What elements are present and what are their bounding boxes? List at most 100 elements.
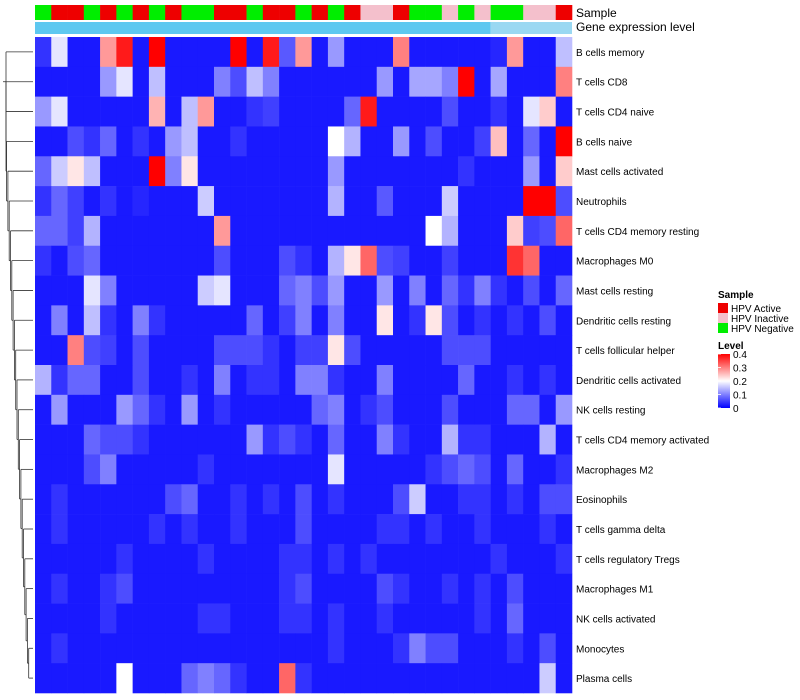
heatmap-cell bbox=[327, 514, 345, 545]
heatmap-cell bbox=[100, 275, 117, 306]
heatmap-cell bbox=[311, 484, 329, 515]
heatmap-cell bbox=[148, 454, 166, 485]
heatmap-cell bbox=[51, 156, 68, 187]
heatmap-cell bbox=[148, 186, 166, 217]
heatmap-cell bbox=[116, 573, 133, 604]
heatmap-cell bbox=[148, 275, 166, 306]
heatmap-cell bbox=[506, 603, 524, 634]
heatmap-cell bbox=[458, 543, 475, 575]
heatmap-cell bbox=[246, 215, 264, 247]
heatmap-cell bbox=[83, 96, 101, 127]
heatmap-cell bbox=[409, 365, 426, 396]
heatmap-cell bbox=[116, 633, 133, 664]
heatmap-cell bbox=[425, 663, 443, 694]
heatmap-cell bbox=[376, 484, 394, 515]
heatmap-cell bbox=[409, 96, 426, 127]
heatmap-cell bbox=[409, 514, 426, 545]
level-tick-label: 0.2 bbox=[733, 377, 747, 388]
heatmap-cell bbox=[490, 66, 508, 97]
heatmap-cell bbox=[376, 514, 394, 545]
heatmap-cell bbox=[393, 215, 410, 247]
sample-legend-label: HPV Inactive bbox=[731, 314, 789, 325]
heatmap-cell bbox=[246, 633, 264, 664]
heatmap-cell bbox=[132, 365, 150, 396]
heatmap-cell bbox=[181, 603, 199, 634]
heatmap-cell bbox=[393, 365, 410, 396]
heatmap-cell bbox=[295, 394, 312, 425]
heatmap-cell bbox=[197, 156, 215, 187]
heatmap-cell bbox=[246, 394, 264, 425]
heatmap-cell bbox=[409, 245, 426, 276]
heatmap-cell bbox=[181, 156, 199, 187]
heatmap-cell bbox=[181, 215, 199, 247]
heatmap-cell bbox=[506, 37, 524, 68]
heatmap-cell bbox=[555, 633, 573, 664]
heatmap-cell bbox=[295, 37, 312, 68]
heatmap-cell bbox=[376, 126, 394, 157]
heatmap-cell bbox=[51, 335, 68, 366]
heatmap-cell bbox=[555, 275, 573, 306]
heatmap-cell bbox=[51, 96, 68, 127]
sample-annotation-cell bbox=[311, 5, 329, 20]
heatmap-cell bbox=[539, 543, 557, 575]
sample-annotation-cell bbox=[490, 5, 508, 20]
heatmap-cell bbox=[197, 126, 215, 157]
heatmap-cell bbox=[148, 543, 166, 575]
heatmap-cell bbox=[181, 573, 199, 604]
heatmap-cell bbox=[148, 126, 166, 157]
heatmap-cell bbox=[311, 275, 329, 306]
heatmap-cell bbox=[376, 573, 394, 604]
heatmap-cell bbox=[344, 245, 361, 276]
heatmap-cell bbox=[425, 365, 443, 396]
heatmap-cell bbox=[474, 454, 491, 485]
heatmap-cell bbox=[506, 275, 524, 306]
heatmap-cell bbox=[262, 633, 280, 664]
heatmap-cell bbox=[262, 603, 280, 634]
heatmap-cell bbox=[165, 573, 182, 604]
heatmap-cell bbox=[409, 633, 426, 664]
heatmap-cell bbox=[311, 126, 329, 157]
heatmap-cell bbox=[214, 335, 231, 366]
heatmap-cell bbox=[344, 603, 361, 634]
heatmap-cell bbox=[35, 126, 52, 157]
heatmap-cell bbox=[376, 603, 394, 634]
heatmap-cell bbox=[67, 633, 85, 664]
heatmap-cell bbox=[165, 186, 182, 217]
heatmap-cell bbox=[295, 186, 312, 217]
heatmap-cell bbox=[360, 245, 378, 276]
heatmap-cell bbox=[67, 215, 85, 247]
heatmap-cell bbox=[376, 394, 394, 425]
heatmap-cell bbox=[67, 543, 85, 575]
heatmap-cell bbox=[523, 603, 540, 634]
heatmap-cell bbox=[458, 365, 475, 396]
heatmap-cell bbox=[214, 603, 231, 634]
heatmap-cell bbox=[197, 573, 215, 604]
sample-annotation-cell bbox=[376, 5, 394, 20]
heatmap-cell bbox=[327, 663, 345, 694]
sample-annotation-cell bbox=[165, 5, 182, 20]
heatmap-cell bbox=[555, 603, 573, 634]
heatmap-cell bbox=[165, 603, 182, 634]
heatmap-cell bbox=[148, 37, 166, 68]
heatmap-cell bbox=[197, 66, 215, 97]
heatmap-cell bbox=[441, 126, 459, 157]
heatmap-cell bbox=[246, 126, 264, 157]
heatmap-cell bbox=[181, 245, 199, 276]
heatmap-cell bbox=[165, 66, 182, 97]
heatmap-cell bbox=[67, 335, 85, 366]
heatmap-cell bbox=[441, 633, 459, 664]
heatmap-cell bbox=[262, 245, 280, 276]
heatmap-cell bbox=[67, 245, 85, 276]
heatmap-cell bbox=[197, 633, 215, 664]
heatmap-cell bbox=[181, 543, 199, 575]
heatmap-cell bbox=[523, 66, 540, 97]
heatmap-cell bbox=[51, 215, 68, 247]
row-label: Plasma cells bbox=[576, 674, 632, 685]
heatmap-cell bbox=[230, 424, 247, 455]
sample-annotation-cell bbox=[116, 5, 133, 20]
heatmap-cell bbox=[246, 484, 264, 515]
heatmap-cell bbox=[506, 663, 524, 694]
heatmap-cell bbox=[555, 156, 573, 187]
heatmap-cell bbox=[458, 156, 475, 187]
